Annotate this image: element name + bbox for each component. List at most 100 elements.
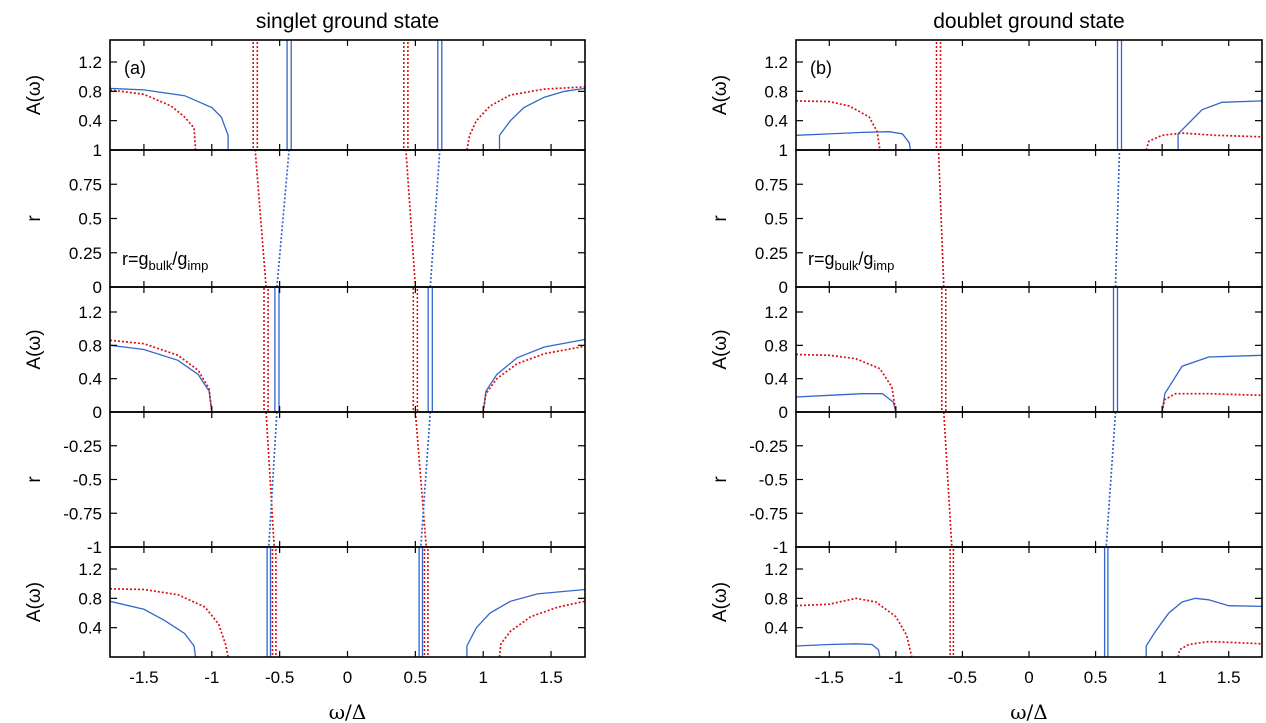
- red-series-3: [482, 345, 585, 412]
- blue-series-0: [796, 643, 881, 657]
- red-series-0: [942, 412, 953, 547]
- panel-frame: [795, 411, 1263, 548]
- ratio-annotation: r=gbulk/gimp: [122, 249, 208, 273]
- y-axis-label: A(ω): [24, 329, 45, 369]
- red-series-2: [405, 150, 417, 287]
- x-tick-label: -0.5: [265, 668, 294, 687]
- red-bound-state-peak-3: [403, 40, 409, 150]
- red-bound-state-peak-2: [252, 40, 259, 150]
- blue-series-3: [419, 412, 432, 547]
- y-tick-label: -0.5: [759, 471, 788, 490]
- blue-series-1: [498, 87, 585, 150]
- plot-area: [110, 287, 585, 412]
- y-tick-label: 0.8: [78, 589, 102, 608]
- plot-area: [265, 412, 432, 547]
- blue-series-0: [110, 600, 197, 657]
- y-tick-label: 0: [93, 403, 102, 422]
- y-tick-label: 0: [779, 403, 788, 422]
- red-series-2: [110, 89, 197, 150]
- y-tick-label: -0.25: [63, 437, 102, 456]
- blue-series-1: [267, 412, 278, 547]
- blue-series-1: [1145, 597, 1262, 657]
- plot-area: [937, 150, 1121, 287]
- y-tick-label: 0.8: [78, 336, 102, 355]
- blue-bound-state-peak-1: [437, 40, 443, 150]
- blue-bound-state-peak-0: [274, 287, 280, 412]
- panel-tag: (b): [810, 58, 832, 78]
- red-series-2: [796, 353, 897, 412]
- x-axis-label: ω/Δ: [1010, 700, 1048, 723]
- y-axis-label: r: [24, 476, 45, 483]
- red-bound-state-peak-3: [412, 287, 419, 412]
- y-axis-label: A(ω): [710, 582, 731, 622]
- chart-a: singlet ground state 0.4 0.8 1.2 A(ω) (a) 0 0.2…: [24, 10, 586, 723]
- x-tick-label: -1.5: [129, 668, 158, 687]
- blue-bound-state-peak-0: [1103, 547, 1109, 657]
- blue-series-0: [796, 393, 897, 412]
- x-tick-label: 1.5: [1217, 668, 1241, 687]
- blue-series-3: [429, 150, 441, 287]
- red-bound-state-peak-3: [423, 547, 429, 657]
- x-tick-label: 0.5: [1084, 668, 1108, 687]
- panel-2: 0 0.25 0.5 0.75 1 r r=gbulk/gimp: [24, 141, 586, 297]
- y-tick-label: 0.8: [764, 336, 788, 355]
- ratio-slash: /g: [172, 249, 187, 269]
- blue-series-1: [466, 588, 585, 657]
- x-axis-label: ω/Δ: [329, 700, 367, 723]
- plot-area: [796, 40, 1262, 150]
- y-tick-label: 0: [93, 278, 102, 297]
- x-tick-label: 1.5: [539, 668, 563, 687]
- y-tick-label: 0: [779, 278, 788, 297]
- plot-area: [254, 150, 441, 287]
- y-tick-label: 0.25: [755, 244, 788, 263]
- chart-title: singlet ground state: [256, 10, 439, 33]
- blue-series-1: [482, 338, 585, 412]
- ratio-annotation: r=gbulk/gimp: [808, 249, 894, 273]
- red-series-2: [110, 587, 229, 657]
- plot-area: [796, 547, 1262, 657]
- y-tick-label: 1.2: [764, 303, 788, 322]
- y-tick-label: 1: [93, 141, 102, 160]
- red-series-3: [1177, 640, 1262, 657]
- y-axis-label: r: [710, 215, 731, 222]
- y-tick-label: 0.5: [764, 210, 788, 229]
- ratio-text: r=g: [122, 249, 149, 269]
- panel-5: 0.4 0.8 1.2 A(ω): [710, 546, 1263, 658]
- blue-series-1: [276, 150, 290, 287]
- y-tick-label: 1: [779, 141, 788, 160]
- y-tick-label: 0.75: [755, 175, 788, 194]
- y-tick-label: -0.75: [63, 504, 102, 523]
- red-series-3: [498, 600, 585, 657]
- y-tick-label: -0.5: [73, 471, 102, 490]
- ratio-sub: imp: [187, 258, 208, 273]
- red-series-3: [466, 86, 585, 150]
- panel-3: 0.4 0.8 1.2 A(ω): [710, 286, 1263, 413]
- panel-frame: [109, 546, 586, 658]
- red-series-0: [937, 150, 945, 287]
- blue-bound-state-peak-0: [286, 40, 292, 150]
- red-series-0: [265, 412, 276, 547]
- blue-bound-state-peak-0: [1112, 287, 1119, 412]
- x-tick-label: -1.5: [815, 668, 844, 687]
- y-tick-label: 0.4: [78, 619, 102, 638]
- blue-bound-state-peak-0: [266, 547, 272, 657]
- y-tick-label: 0.4: [764, 619, 788, 638]
- panel-3: 0.4 0.8 1.2 A(ω): [24, 286, 586, 413]
- y-tick-label: 1.2: [78, 53, 102, 72]
- y-tick-label: 1.2: [78, 303, 102, 322]
- blue-series-1: [1177, 100, 1262, 150]
- panel-frame: [795, 546, 1263, 658]
- y-tick-label: 0.5: [78, 210, 102, 229]
- chart-title: doublet ground state: [933, 10, 1124, 33]
- y-tick-label: 0.4: [764, 112, 788, 131]
- panel-1: 0.4 0.8 1.2 A(ω) (b): [710, 39, 1263, 151]
- ratio-sub: imp: [873, 258, 894, 273]
- red-series-0: [254, 150, 267, 287]
- x-tick-label: 0.5: [404, 668, 428, 687]
- red-series-2: [796, 100, 881, 150]
- y-tick-label: -0.25: [749, 437, 788, 456]
- red-bound-state-peak-1: [935, 40, 942, 150]
- blue-series-0: [110, 344, 213, 412]
- plot-area: [110, 547, 585, 657]
